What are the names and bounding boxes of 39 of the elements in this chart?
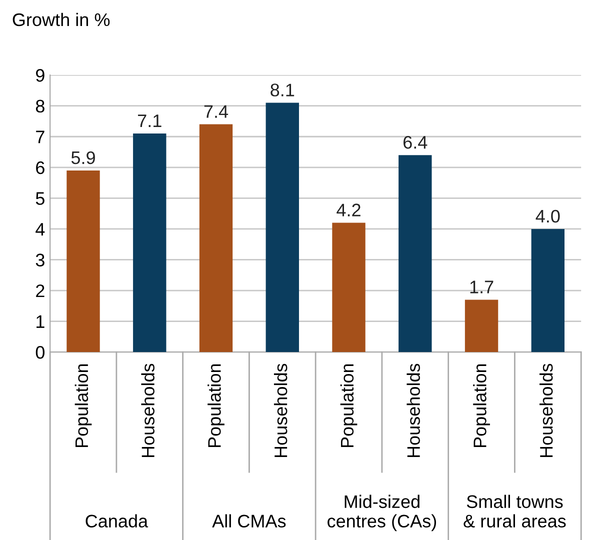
x-tick-label: Households bbox=[274, 364, 288, 458]
data-label: 7.4 bbox=[204, 105, 228, 118]
text: Small towns & rural areas bbox=[464, 494, 566, 528]
text: Canada bbox=[86, 514, 148, 528]
x-tick-label: Population bbox=[74, 364, 92, 448]
y-tick-label: 8 bbox=[36, 100, 44, 113]
x-tick-label: Households bbox=[406, 364, 420, 458]
data-label: 4.0 bbox=[536, 210, 560, 223]
y-tick-label: 4 bbox=[36, 223, 45, 236]
bar bbox=[66, 170, 100, 352]
bar bbox=[464, 300, 498, 352]
x-tick-label: Households bbox=[539, 364, 553, 458]
data-label: 1.7 bbox=[470, 280, 494, 294]
data-label: 7.1 bbox=[138, 114, 162, 128]
y-tick-label: 9 bbox=[36, 68, 44, 82]
chart-title: Growth in % bbox=[12, 12, 110, 26]
x-tick-label: Population bbox=[208, 364, 224, 448]
bar bbox=[133, 134, 166, 352]
bar bbox=[266, 102, 299, 352]
y-tick-label: 2 bbox=[36, 284, 44, 298]
data-label: 4.2 bbox=[336, 204, 360, 216]
data-label: 5.9 bbox=[71, 151, 95, 164]
y-tick-label: 3 bbox=[36, 254, 44, 266]
x-tick-label: Population bbox=[340, 364, 358, 448]
y-tick-label: 1 bbox=[36, 315, 44, 328]
x-tick-label: Population bbox=[473, 364, 490, 448]
y-tick-label: 5 bbox=[36, 192, 44, 205]
data-label: 8.1 bbox=[270, 84, 294, 96]
bar bbox=[332, 222, 366, 352]
bar bbox=[531, 228, 565, 352]
bar bbox=[199, 124, 233, 352]
text: All CMAs bbox=[212, 514, 286, 528]
y-tick-label: 7 bbox=[36, 130, 44, 144]
y-tick-label: 0 bbox=[36, 346, 44, 359]
y-tick-label: 6 bbox=[36, 161, 44, 174]
x-tick-label: Households bbox=[141, 364, 154, 458]
bar bbox=[398, 155, 432, 352]
data-label: 6.4 bbox=[404, 136, 428, 149]
text: Mid-sized centres (CAs) bbox=[328, 494, 436, 532]
